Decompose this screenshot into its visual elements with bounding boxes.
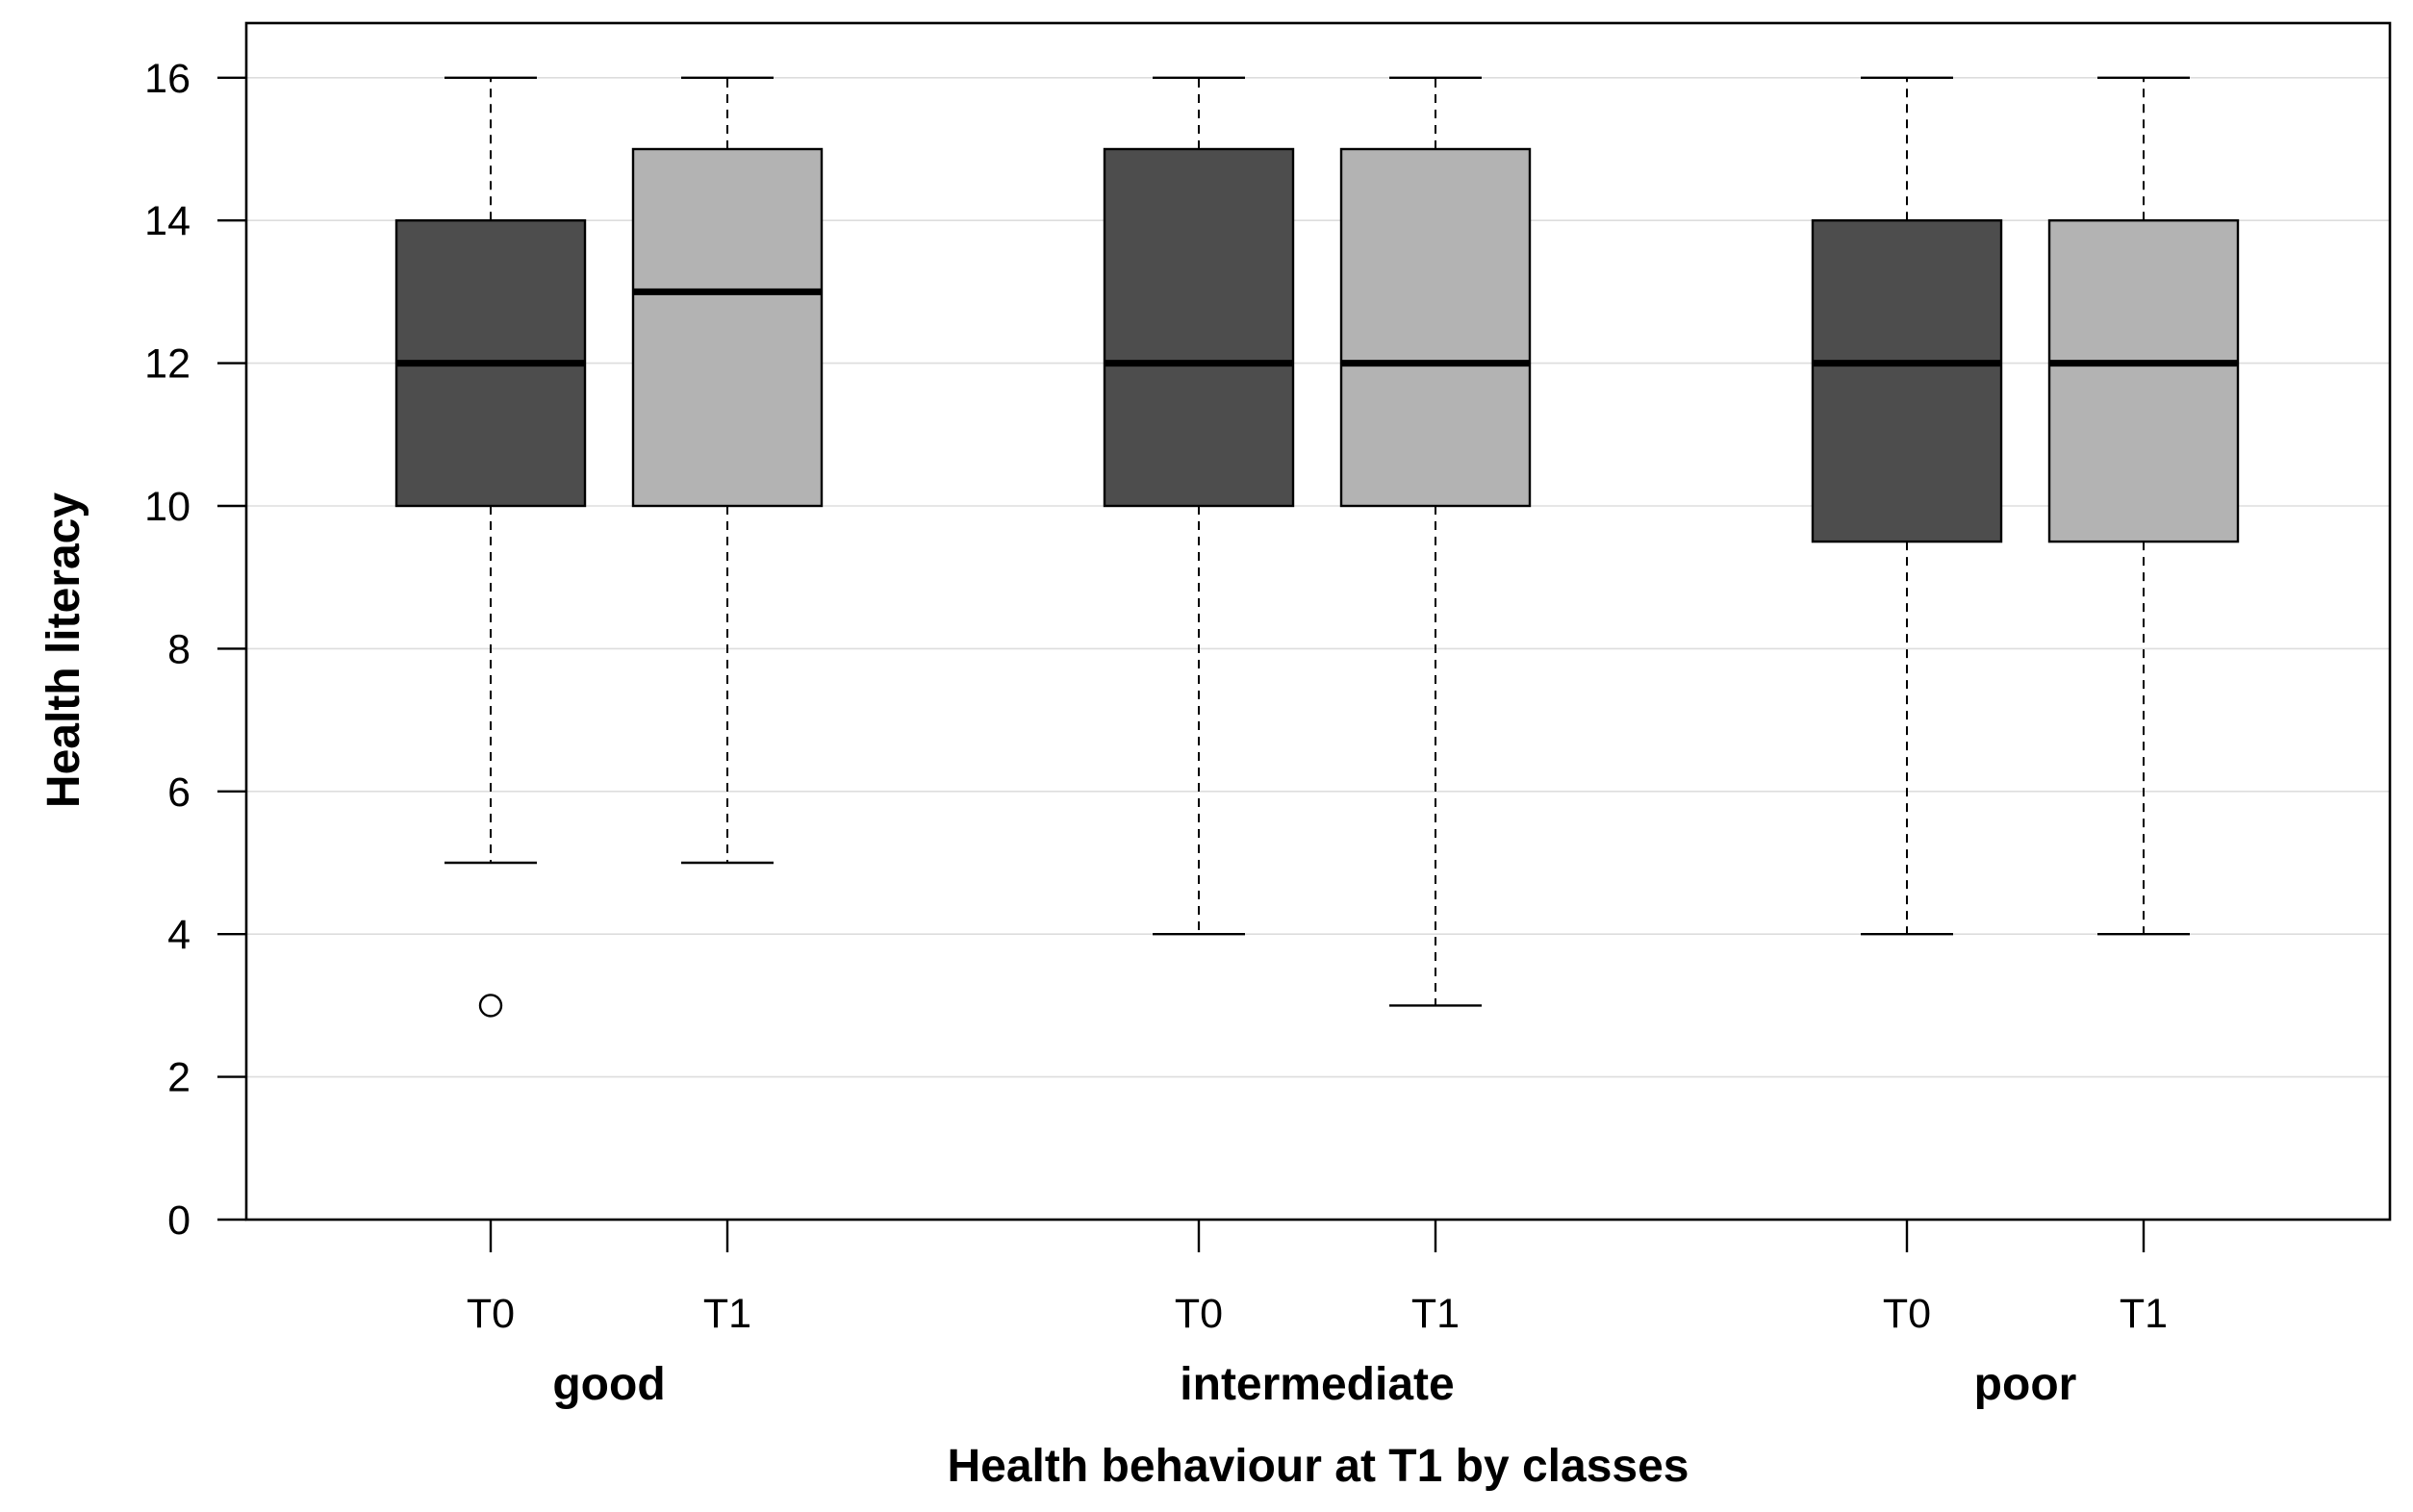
box-plots xyxy=(394,76,2240,1018)
group-label-poor: poor xyxy=(1974,1359,2077,1410)
box-intermediate-t0-body xyxy=(1103,147,1295,508)
y-tick-label-12: 12 xyxy=(144,341,190,388)
plot-frame xyxy=(244,21,2392,1222)
y-tick-label-4: 4 xyxy=(167,912,190,958)
box-good-t0-outlier-0 xyxy=(478,994,503,1018)
box-intermediate-t1-body xyxy=(1339,147,1532,508)
axes: T0 T1 good T0 T1 intermediate T0 T1 poor 0 2 4 6 8 10 1… xyxy=(144,21,2392,1410)
box-poor-t1-body xyxy=(2047,218,2240,543)
box-good-t1-body xyxy=(631,147,824,508)
y-tick-label-16: 16 xyxy=(144,56,190,102)
y-axis-title: Health literacy xyxy=(38,492,89,808)
x-tick-label-intermediate-t1: T1 xyxy=(1411,1291,1460,1337)
group-label-intermediate: intermediate xyxy=(1180,1359,1454,1410)
gridlines xyxy=(246,77,2390,1078)
y-tick-label-0: 0 xyxy=(167,1197,190,1244)
y-tick-label-14: 14 xyxy=(144,198,190,244)
y-tick-label-8: 8 xyxy=(167,626,190,672)
x-tick-label-good-t0: T0 xyxy=(467,1291,515,1337)
x-tick-label-good-t1: T1 xyxy=(703,1291,751,1337)
x-tick-label-poor-t0: T0 xyxy=(1883,1291,1931,1337)
x-axis-title: Health behaviour at T1 by classes xyxy=(948,1441,1689,1492)
box-poor-t0-body xyxy=(1811,218,2003,543)
y-tick-label-6: 6 xyxy=(167,769,190,816)
x-tick-label-intermediate-t0: T0 xyxy=(1175,1291,1223,1337)
x-tick-label-poor-t1: T1 xyxy=(2120,1291,2168,1337)
y-tick-label-2: 2 xyxy=(167,1055,190,1101)
group-label-good: good xyxy=(552,1359,665,1410)
y-tick-label-10: 10 xyxy=(144,484,190,530)
